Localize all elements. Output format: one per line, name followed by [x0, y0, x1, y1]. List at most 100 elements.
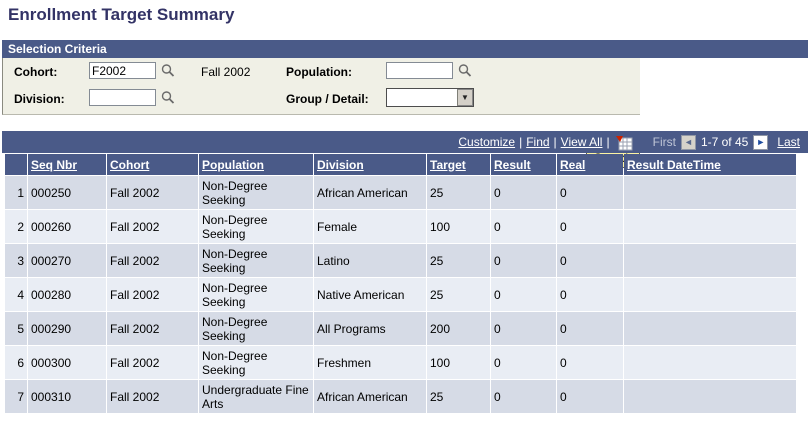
cohort-cell: Fall 2002 [107, 278, 198, 311]
row-number-cell: 2 [5, 210, 27, 243]
row-number-cell: 4 [5, 278, 27, 311]
result-cell: 0 [491, 278, 556, 311]
column-header-population[interactable]: Population [199, 154, 313, 175]
real-cell: 0 [557, 380, 623, 413]
customize-link[interactable]: Customize [458, 135, 516, 149]
table-row: 5 000290 Fall 2002 Non-Degree Seeking Al… [5, 312, 796, 345]
chevron-down-icon[interactable]: ▼ [457, 89, 473, 106]
seq-nbr-cell: 000290 [28, 312, 106, 345]
result-datetime-cell [624, 312, 796, 345]
first-label: First [652, 135, 676, 149]
real-cell: 0 [557, 210, 623, 243]
column-header-result-datetime[interactable]: Result DateTime [624, 154, 796, 175]
seq-nbr-cell: 000270 [28, 244, 106, 277]
real-cell: 0 [557, 346, 623, 379]
target-cell: 100 [427, 210, 490, 243]
seq-nbr-cell: 000280 [28, 278, 106, 311]
population-input[interactable] [386, 62, 453, 79]
last-link[interactable]: Last [777, 135, 800, 149]
division-label: Division: [14, 92, 65, 106]
group-detail-select[interactable]: ▼ [386, 88, 474, 107]
cohort-cell: Fall 2002 [107, 210, 198, 243]
cohort-cell: Fall 2002 [107, 312, 198, 345]
magnifier-icon [160, 91, 176, 109]
column-header-rownum [5, 154, 27, 175]
cohort-description: Fall 2002 [201, 65, 251, 79]
real-cell: 0 [557, 244, 623, 277]
selection-criteria-header: Selection Criteria [2, 40, 808, 58]
population-lookup-button[interactable] [457, 63, 473, 79]
target-cell: 100 [427, 346, 490, 379]
column-header-real[interactable]: Real [557, 154, 623, 175]
column-header-division[interactable]: Division [314, 154, 426, 175]
table-row: 1 000250 Fall 2002 Non-Degree Seeking Af… [5, 176, 796, 209]
column-header-target[interactable]: Target [427, 154, 490, 175]
result-datetime-cell [624, 380, 796, 413]
row-range-label: 1-7 of 45 [700, 135, 749, 149]
row-number-cell: 5 [5, 312, 27, 345]
view-all-link[interactable]: View All [560, 135, 603, 149]
row-number-cell: 1 [5, 176, 27, 209]
table-row: 7 000310 Fall 2002 Undergraduate Fine Ar… [5, 380, 796, 413]
target-cell: 25 [427, 244, 490, 277]
separator: | [519, 135, 523, 149]
division-cell: Female [314, 210, 426, 243]
population-cell: Non-Degree Seeking [199, 278, 313, 311]
group-detail-label: Group / Detail: [286, 92, 369, 106]
cohort-label: Cohort: [14, 65, 58, 79]
table-row: 2 000260 Fall 2002 Non-Degree Seeking Fe… [5, 210, 796, 243]
result-cell: 0 [491, 176, 556, 209]
separator: | [553, 135, 557, 149]
column-header-cohort[interactable]: Cohort [107, 154, 198, 175]
cohort-cell: Fall 2002 [107, 346, 198, 379]
target-cell: 25 [427, 380, 490, 413]
results-table: Seq Nbr Cohort Population Division Targe… [4, 153, 797, 414]
find-link[interactable]: Find [526, 135, 550, 149]
separator: | [606, 135, 610, 149]
result-datetime-cell [624, 346, 796, 379]
result-cell: 0 [491, 346, 556, 379]
result-cell: 0 [491, 380, 556, 413]
seq-nbr-cell: 000250 [28, 176, 106, 209]
previous-page-button: ◄ [680, 134, 696, 150]
page-title: Enrollment Target Summary [8, 5, 235, 24]
column-header-seq-nbr[interactable]: Seq Nbr [28, 154, 106, 175]
result-cell: 0 [491, 244, 556, 277]
population-cell: Undergraduate Fine Arts [199, 380, 313, 413]
cohort-cell: Fall 2002 [107, 176, 198, 209]
left-arrow-icon: ◄ [683, 136, 693, 147]
real-cell: 0 [557, 176, 623, 209]
next-page-button[interactable]: ► [753, 134, 769, 150]
division-cell: African American [314, 380, 426, 413]
magnifier-icon [457, 64, 473, 82]
division-cell: Freshmen [314, 346, 426, 379]
selection-criteria-box: Cohort: Fall 2002 Population: Division: … [2, 58, 640, 168]
real-cell: 0 [557, 278, 623, 311]
population-cell: Non-Degree Seeking [199, 176, 313, 209]
table-header-row: Seq Nbr Cohort Population Division Targe… [5, 154, 796, 175]
division-lookup-button[interactable] [160, 90, 176, 106]
row-number-cell: 6 [5, 346, 27, 379]
seq-nbr-cell: 000260 [28, 210, 106, 243]
cohort-input[interactable] [89, 62, 156, 79]
division-input[interactable] [89, 89, 156, 106]
target-cell: 25 [427, 278, 490, 311]
result-datetime-cell [624, 244, 796, 277]
seq-nbr-cell: 000310 [28, 380, 106, 413]
target-cell: 25 [427, 176, 490, 209]
result-datetime-cell [624, 210, 796, 243]
column-header-result[interactable]: Result [491, 154, 556, 175]
population-label: Population: [286, 65, 352, 79]
magnifier-icon [160, 64, 176, 82]
division-cell: Latino [314, 244, 426, 277]
cohort-lookup-button[interactable] [160, 63, 176, 79]
population-cell: Non-Degree Seeking [199, 210, 313, 243]
download-grid-icon[interactable] [615, 135, 633, 151]
population-cell: Non-Degree Seeking [199, 346, 313, 379]
target-cell: 200 [427, 312, 490, 345]
table-row: 3 000270 Fall 2002 Non-Degree Seeking La… [5, 244, 796, 277]
table-row: 6 000300 Fall 2002 Non-Degree Seeking Fr… [5, 346, 796, 379]
row-number-cell: 3 [5, 244, 27, 277]
cohort-cell: Fall 2002 [107, 380, 198, 413]
